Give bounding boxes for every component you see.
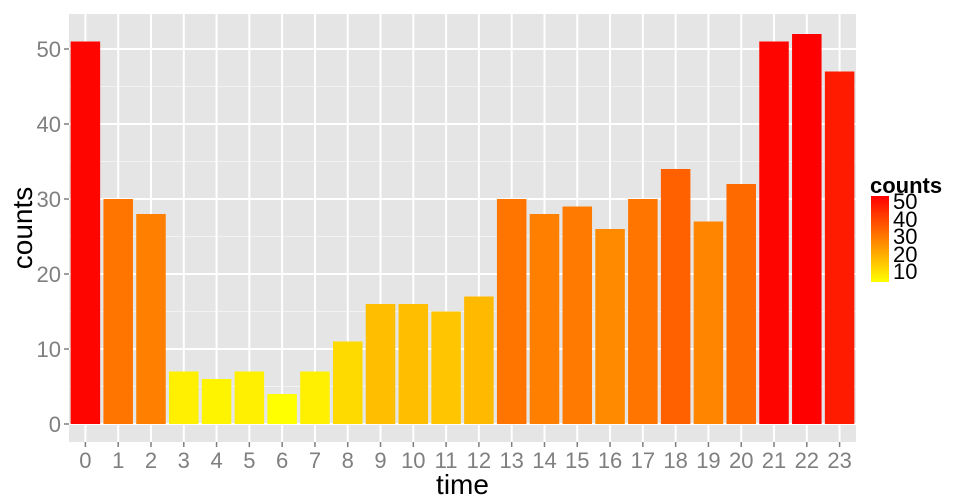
bar-11	[431, 311, 461, 424]
plot-panel	[69, 14, 856, 442]
bar-19	[693, 221, 724, 424]
bar-14	[529, 214, 560, 424]
bar-0	[70, 41, 101, 424]
y-tick-label: 10	[37, 337, 61, 362]
x-tick-label: 17	[631, 448, 655, 473]
bar-2	[136, 214, 166, 424]
y-axis-ticks: 0 10 20 30 40 50	[37, 37, 69, 437]
bar-7	[300, 371, 330, 424]
x-tick-label: 14	[532, 448, 556, 473]
x-tick-label: 21	[762, 448, 786, 473]
bar-8	[332, 341, 363, 424]
x-tick-label: 23	[827, 448, 851, 473]
bars	[70, 34, 855, 424]
x-tick-label: 6	[276, 448, 288, 473]
y-tick-label: 0	[49, 412, 61, 437]
bar-21	[759, 41, 789, 424]
legend-label: 50	[893, 189, 917, 214]
bar-16	[595, 229, 625, 424]
y-axis-title: counts	[7, 187, 38, 270]
x-axis-ticks: 0 1 2 3 4 5 6 7 8 9 10 11 12 13 14 15 16 17 18 19 20 21 22 23	[79, 442, 852, 473]
bar-18	[660, 169, 691, 424]
x-tick-label: 2	[145, 448, 157, 473]
legend-label: 10	[893, 259, 917, 284]
legend-title: counts	[870, 173, 942, 198]
x-tick-label: 13	[499, 448, 523, 473]
y-tick-label: 40	[37, 112, 61, 137]
bar-12	[464, 296, 494, 424]
x-tick-label: 10	[401, 448, 425, 473]
x-tick-label: 0	[79, 448, 91, 473]
bar-20	[726, 184, 756, 424]
legend-colorbar	[871, 196, 889, 282]
bar-3	[169, 371, 199, 424]
bar-9	[365, 304, 396, 424]
x-tick-label: 8	[342, 448, 354, 473]
bar-4	[201, 379, 232, 424]
x-tick-label: 20	[729, 448, 753, 473]
x-tick-label: 12	[467, 448, 491, 473]
bar-6	[267, 394, 297, 424]
x-tick-label: 3	[178, 448, 190, 473]
legend-label: 40	[893, 207, 917, 232]
y-tick-label: 30	[37, 187, 61, 212]
y-tick-label: 20	[37, 262, 61, 287]
x-tick-label: 5	[243, 448, 255, 473]
x-tick-label: 19	[696, 448, 720, 473]
bar-22	[792, 34, 822, 424]
x-tick-label: 16	[598, 448, 622, 473]
x-tick-label: 22	[795, 448, 819, 473]
legend-label: 20	[893, 242, 917, 267]
bar-13	[496, 199, 527, 424]
bar-5	[234, 371, 265, 424]
bar-10	[398, 304, 429, 424]
bar-1	[103, 199, 133, 424]
x-tick-label: 11	[435, 448, 458, 473]
x-tick-label: 9	[374, 448, 386, 473]
bar-17	[628, 199, 658, 424]
x-tick-label: 15	[565, 448, 589, 473]
x-tick-label: 18	[663, 448, 687, 473]
legend-label: 30	[893, 224, 917, 249]
x-tick-label: 4	[210, 448, 222, 473]
x-tick-label: 1	[112, 448, 124, 473]
x-tick-label: 7	[309, 448, 321, 473]
y-tick-label: 50	[37, 37, 61, 62]
x-axis-title: time	[436, 469, 489, 500]
bar-23	[824, 71, 855, 424]
bar-15	[562, 206, 593, 424]
